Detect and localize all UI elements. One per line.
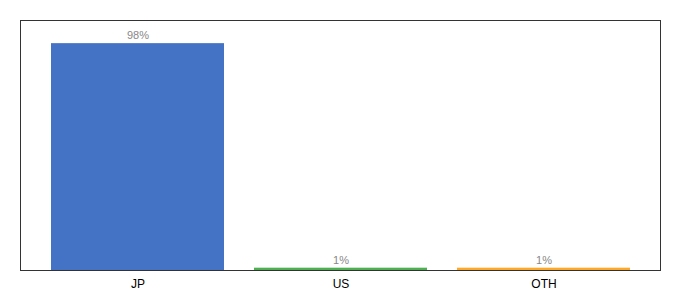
svg-text:JP: JP	[131, 277, 145, 291]
svg-text:1%: 1%	[333, 254, 349, 266]
svg-text:US: US	[333, 277, 350, 291]
svg-text:98%: 98%	[127, 29, 149, 41]
svg-text:1%: 1%	[536, 254, 552, 266]
svg-text:OTH: OTH	[531, 277, 556, 291]
